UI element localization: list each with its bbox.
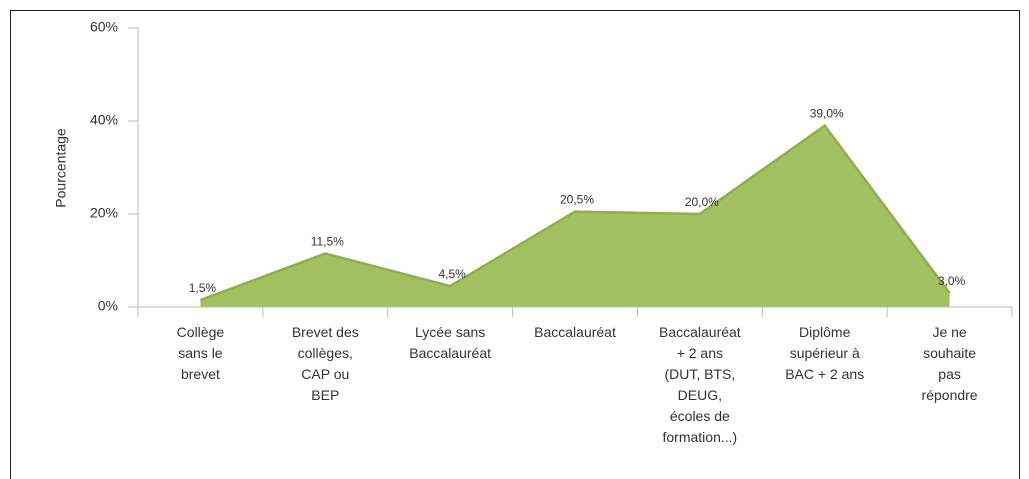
value-label: 3,0%	[938, 274, 966, 288]
area	[200, 125, 950, 308]
x-tick-label: Collège sans le brevet	[177, 324, 225, 382]
x-tick-label: Brevet des collèges, CAP ou BEP	[292, 324, 359, 403]
line	[199, 123, 951, 302]
x-tick-label: Diplôme supérieur à BAC + 2 ans	[785, 324, 864, 382]
y-axis-label: Pourcentage	[53, 128, 69, 208]
x-tick-label: Je ne souhaite pas répondre	[922, 324, 978, 403]
y-tick-label: 20%	[90, 205, 118, 221]
value-label: 39,0%	[810, 107, 844, 121]
y-tick-label: 0%	[98, 298, 118, 314]
value-label: 20,0%	[685, 195, 719, 209]
value-label: 11,5%	[311, 235, 344, 249]
y-tick-label: 60%	[90, 19, 118, 35]
x-tick-label: Lycée sans Baccalauréat	[409, 324, 491, 361]
x-tick-label: Baccalauréat + 2 ans (DUT, BTS, DEUG, écoles…	[659, 324, 741, 445]
value-label: 4,5%	[438, 267, 466, 281]
value-label: 20,5%	[560, 193, 594, 207]
value-label: 1,5%	[189, 281, 217, 295]
y-tick-label: 40%	[90, 112, 118, 128]
x-tick-label: Baccalauréat	[534, 324, 616, 340]
frame	[10, 10, 1020, 479]
